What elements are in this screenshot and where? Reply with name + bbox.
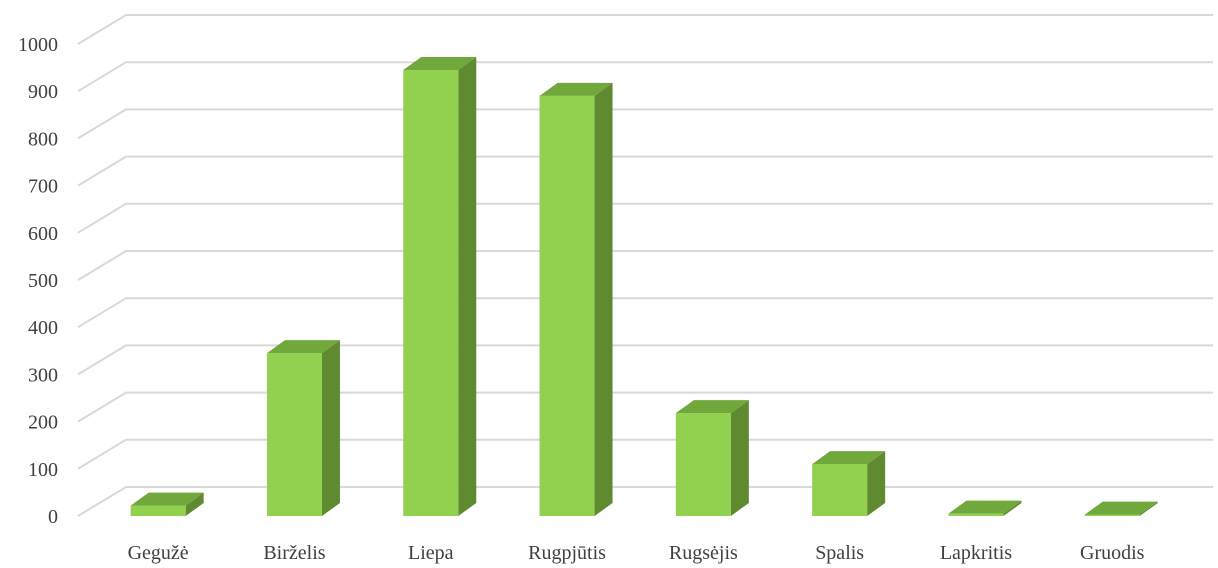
gridline-800 xyxy=(77,108,1213,140)
x-tick-label: Rugpjūtis xyxy=(528,542,606,564)
bar-Rugpjūtis xyxy=(539,82,613,517)
y-tick-label: 1000 xyxy=(18,34,58,56)
y-tick-label: 200 xyxy=(28,412,58,434)
bar-top xyxy=(539,82,613,96)
y-tick-label: 800 xyxy=(28,128,58,150)
bar-side xyxy=(185,492,204,516)
bar-side xyxy=(1139,501,1158,516)
gridline-400 xyxy=(77,297,1213,329)
bar-top xyxy=(812,451,886,465)
gridline-300 xyxy=(77,344,1213,376)
x-axis-labels: Gegužė Birželis Liepa Rugpjūtis Rugsėjis Spal… xyxy=(128,542,1145,564)
y-tick-label: 700 xyxy=(28,176,58,198)
gridline-0 xyxy=(77,486,1213,517)
y-tick-label: 100 xyxy=(28,459,58,481)
y-tick-label: 900 xyxy=(28,81,58,103)
bar-front xyxy=(948,513,1004,516)
x-tick-label: Birželis xyxy=(263,542,325,564)
y-tick-label: 500 xyxy=(28,270,58,292)
bar-top xyxy=(1084,501,1158,515)
bar-side xyxy=(594,82,613,517)
bar-top xyxy=(403,56,477,70)
bar-top xyxy=(675,400,749,414)
x-tick-label: Lapkritis xyxy=(940,542,1012,564)
y-tick-label: 400 xyxy=(28,317,58,339)
bar-front xyxy=(266,353,322,516)
bar-Birželis xyxy=(266,340,340,516)
gridline-1000 xyxy=(77,14,1213,45)
bar-top xyxy=(948,500,1022,514)
gridlines xyxy=(77,14,1213,517)
y-axis-ticks: 0 100 200 300 400 500 600 700 800 900 1000 xyxy=(18,34,58,528)
x-tick-label: Gruodis xyxy=(1080,542,1145,564)
bar-top xyxy=(266,340,340,354)
bar-Liepa xyxy=(403,56,477,517)
bar-front xyxy=(539,95,595,517)
gridline-500 xyxy=(77,250,1213,281)
bar-front xyxy=(403,69,459,517)
bar-side xyxy=(321,340,340,516)
x-tick-label: Rugsėjis xyxy=(669,542,738,564)
y-tick-label: 300 xyxy=(28,364,58,386)
gridline-700 xyxy=(77,155,1213,187)
x-tick-label: Gegužė xyxy=(128,542,189,564)
y-tick-label: 600 xyxy=(28,223,58,245)
gridline-100 xyxy=(77,438,1213,470)
bar-Lapkritis xyxy=(948,500,1022,516)
bar-front xyxy=(1084,514,1140,516)
bar-front xyxy=(130,505,186,516)
bar-front xyxy=(812,464,868,516)
bar-Gegužė xyxy=(130,492,204,516)
bar-Rugsėjis xyxy=(675,400,749,516)
gridline-200 xyxy=(77,391,1213,423)
gridline-600 xyxy=(77,202,1213,234)
bar-Gruodis xyxy=(1084,501,1158,516)
bars xyxy=(130,56,1158,517)
gridline-900 xyxy=(77,61,1213,93)
x-tick-label: Liepa xyxy=(408,542,454,564)
bar-side xyxy=(730,400,749,516)
bar-front xyxy=(675,413,731,516)
bar-side xyxy=(867,451,886,516)
bar-top xyxy=(130,492,204,506)
bar-Spalis xyxy=(812,451,886,516)
x-tick-label: Spalis xyxy=(815,542,864,564)
y-tick-label: 0 xyxy=(48,506,58,528)
bar-side xyxy=(458,56,477,517)
bar-side xyxy=(1003,500,1022,516)
